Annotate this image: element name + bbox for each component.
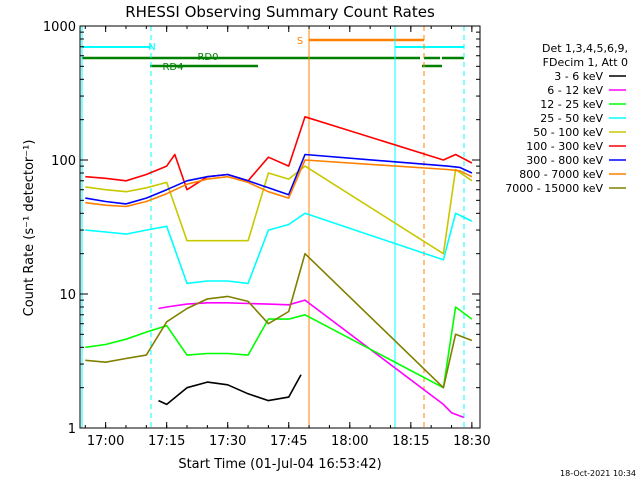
legend-entry-label: 50 - 100 keV xyxy=(533,126,603,139)
x-tick-label: 18:30 xyxy=(453,434,490,449)
legend-header-line1: Det 1,3,4,5,6,9, xyxy=(542,42,628,55)
x-axis-ticks: 17:00 17:15 17:30 17:45 18:00 18:15 18:30 xyxy=(84,26,491,449)
legend-entry-label: 12 - 25 keV xyxy=(540,98,603,111)
series-line-1 xyxy=(158,374,302,406)
legend-entry-label: 800 - 7000 keV xyxy=(519,168,603,181)
footer-timestamp: 18-Oct-2021 10:34 xyxy=(560,469,636,478)
y-tick-label: 1000 xyxy=(43,20,76,35)
data-series xyxy=(85,116,473,419)
y-axis-ticks: 1 10 100 1000 xyxy=(43,20,480,437)
legend-entry-label: 6 - 12 keV xyxy=(547,84,603,97)
series-line-9 xyxy=(85,252,473,389)
annotation-label: RD4 xyxy=(162,62,183,73)
x-tick-label: 17:15 xyxy=(148,434,185,449)
legend-entry-label: 25 - 50 keV xyxy=(540,112,603,125)
legend-entry-label: 100 - 300 keV xyxy=(526,140,603,153)
series-line-2 xyxy=(158,299,464,419)
y-tick-label: 10 xyxy=(59,288,76,303)
observing-flag-bars: N RD0 RD4 S xyxy=(81,26,465,428)
x-tick-label: 18:15 xyxy=(392,434,429,449)
x-tick-label: 18:00 xyxy=(331,434,368,449)
plot-frame xyxy=(79,25,481,429)
legend-entry-label: 300 - 800 keV xyxy=(526,154,603,167)
x-tick-label: 17:00 xyxy=(87,434,124,449)
y-tick-label: 1 xyxy=(68,422,76,437)
series-line-6 xyxy=(85,116,473,191)
annotation-label: RD0 xyxy=(197,52,218,63)
series-line-3 xyxy=(85,306,473,389)
series-line-8 xyxy=(85,159,473,208)
x-tick-label: 17:45 xyxy=(270,434,307,449)
legend-entry-label: 7000 - 15000 keV xyxy=(505,182,603,195)
series-line-7 xyxy=(85,153,473,205)
x-axis-label: Start Time (01-Jul-04 16:53:42) xyxy=(178,457,381,472)
x-tick-label: 17:30 xyxy=(209,434,246,449)
chart-title: RHESSI Observing Summary Count Rates xyxy=(125,3,435,21)
series-line-4 xyxy=(85,212,473,285)
series-line-5 xyxy=(85,165,473,255)
annotation-label: S xyxy=(297,36,303,47)
annotation-label: N xyxy=(148,42,155,53)
legend-header-line2: FDecim 1, Att 0 xyxy=(543,56,628,69)
legend-entry-label: 3 - 6 keV xyxy=(554,70,603,83)
y-tick-label: 100 xyxy=(51,154,76,169)
y-axis-label: Count Rate (s⁻¹ detector⁻¹) xyxy=(22,140,37,317)
